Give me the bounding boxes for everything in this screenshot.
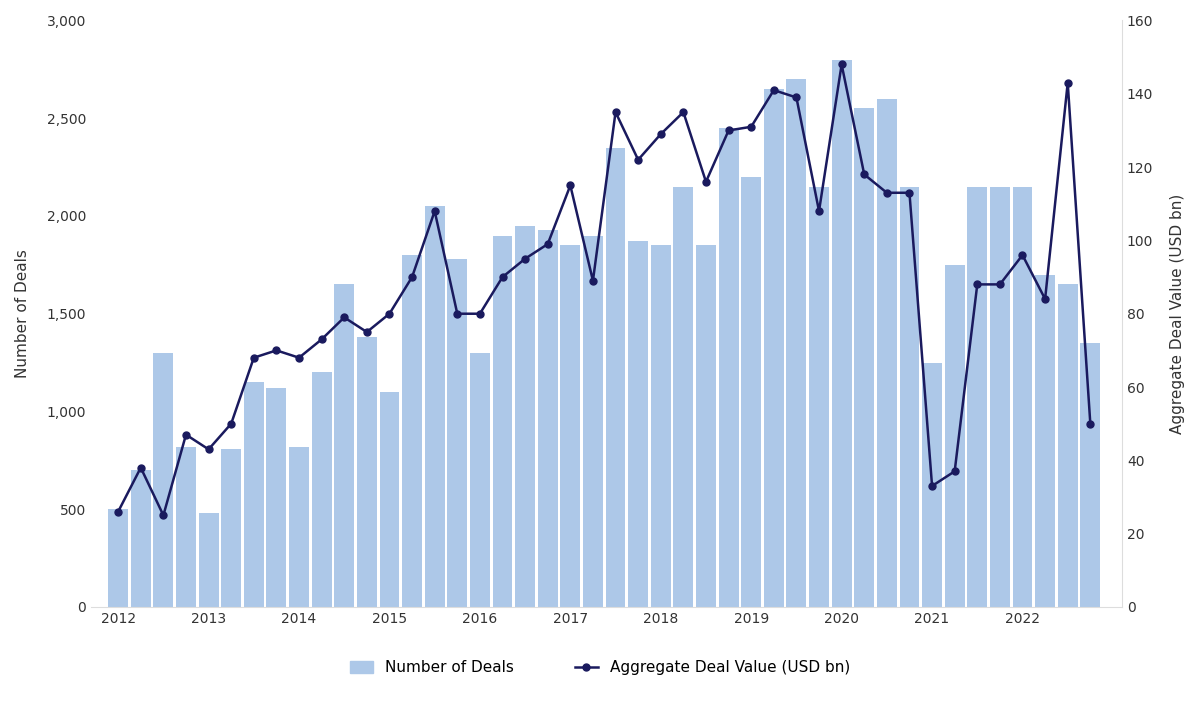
Bar bbox=[786, 79, 806, 607]
Bar bbox=[176, 446, 196, 607]
Legend: Number of Deals, Aggregate Deal Value (USD bn): Number of Deals, Aggregate Deal Value (U… bbox=[342, 653, 858, 683]
Bar bbox=[719, 128, 738, 607]
Bar bbox=[470, 353, 490, 607]
Bar bbox=[922, 362, 942, 607]
Bar bbox=[131, 470, 151, 607]
Bar bbox=[854, 108, 874, 607]
Bar bbox=[742, 177, 761, 607]
Bar bbox=[1036, 275, 1055, 607]
Bar bbox=[832, 60, 852, 607]
Bar bbox=[583, 236, 602, 607]
Bar bbox=[944, 265, 965, 607]
Bar bbox=[356, 337, 377, 607]
Bar bbox=[560, 246, 581, 607]
Bar bbox=[1057, 284, 1078, 607]
Bar bbox=[1013, 187, 1032, 607]
Bar bbox=[673, 187, 694, 607]
Bar bbox=[606, 147, 625, 607]
Bar bbox=[312, 372, 331, 607]
Bar bbox=[448, 259, 467, 607]
Bar bbox=[877, 99, 896, 607]
Bar bbox=[1080, 343, 1100, 607]
Bar bbox=[402, 255, 422, 607]
Bar bbox=[900, 187, 919, 607]
Bar bbox=[221, 449, 241, 607]
Bar bbox=[244, 382, 264, 607]
Bar bbox=[650, 246, 671, 607]
Bar bbox=[266, 388, 287, 607]
Bar bbox=[764, 89, 784, 607]
Bar bbox=[154, 353, 173, 607]
Bar bbox=[492, 236, 512, 607]
Bar bbox=[425, 206, 445, 607]
Bar bbox=[538, 230, 558, 607]
Bar bbox=[335, 284, 354, 607]
Bar bbox=[199, 513, 218, 607]
Y-axis label: Aggregate Deal Value (USD bn): Aggregate Deal Value (USD bn) bbox=[1170, 194, 1186, 434]
Bar bbox=[696, 246, 716, 607]
Bar bbox=[967, 187, 988, 607]
Bar bbox=[515, 226, 535, 607]
Bar bbox=[108, 509, 128, 607]
Bar bbox=[629, 241, 648, 607]
Bar bbox=[289, 446, 308, 607]
Bar bbox=[809, 187, 829, 607]
Y-axis label: Number of Deals: Number of Deals bbox=[14, 249, 30, 378]
Bar bbox=[990, 187, 1010, 607]
Bar bbox=[379, 392, 400, 607]
